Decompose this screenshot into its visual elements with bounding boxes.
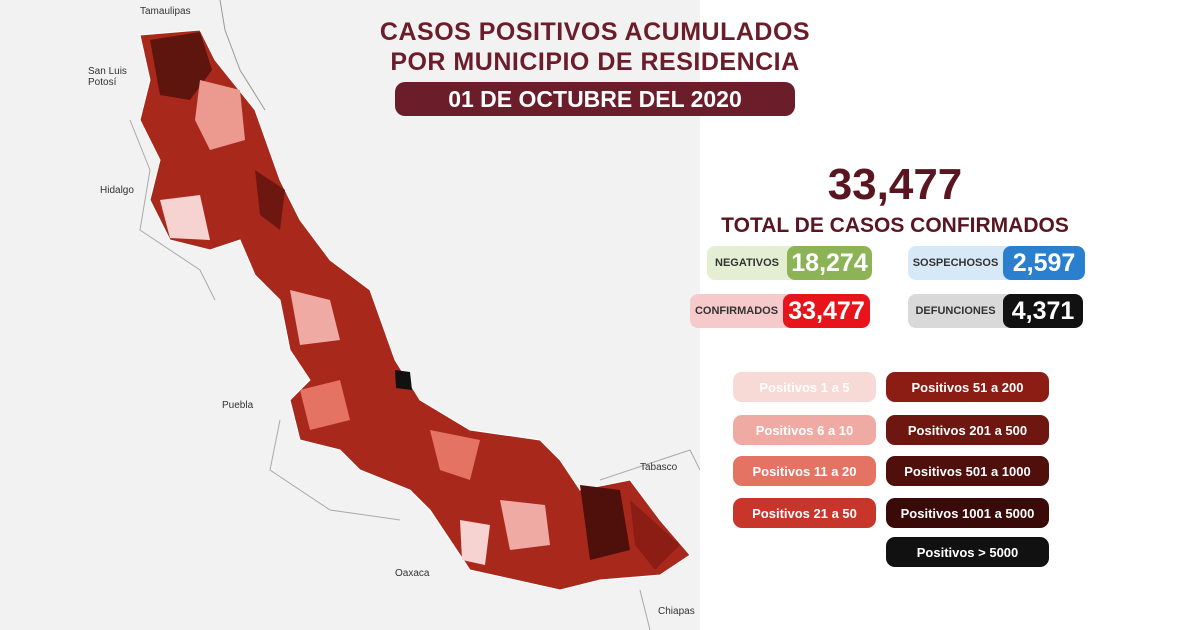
- border-line: [129, 119, 216, 301]
- municipality: [195, 80, 245, 150]
- municipality: [255, 170, 285, 230]
- stat-pill: DEFUNCIONES 4,371: [908, 294, 1083, 328]
- stat-pill: SOSPECHOSOS 2,597: [908, 246, 1085, 280]
- legend-item: Positivos 1001 a 5000: [886, 498, 1049, 528]
- stat-pill: CONFIRMADOS 33,477: [690, 294, 870, 328]
- map-label: Tamaulipas: [140, 6, 191, 17]
- legend-item: Positivos > 5000: [886, 537, 1049, 567]
- municipality: [160, 195, 210, 240]
- stat-pill: NEGATIVOS 18,274: [707, 246, 872, 280]
- legend-item: Positivos 6 a 10: [733, 415, 876, 445]
- legend-item: Positivos 51 a 200: [886, 372, 1049, 402]
- municipality: [300, 380, 350, 430]
- title-line: CASOS POSITIVOS ACUMULADOS: [379, 18, 811, 46]
- legend-item: Positivos 501 a 1000: [886, 456, 1049, 486]
- municipality: [290, 290, 340, 345]
- legend-item: Positivos 201 a 500: [886, 415, 1049, 445]
- map-label: Tabasco: [640, 462, 678, 473]
- stat-label: CONFIRMADOS: [694, 305, 779, 317]
- municipality: [395, 370, 412, 390]
- map-label: Hidalgo: [100, 185, 134, 196]
- date-pill: 01 DE OCTUBRE DEL 2020: [395, 82, 795, 116]
- map-label: Oaxaca: [395, 568, 430, 579]
- stat-label: DEFUNCIONES: [915, 305, 996, 317]
- border-line: [269, 419, 401, 521]
- title-line: POR MUNICIPIO DE RESIDENCIA: [390, 48, 800, 76]
- total-value: 33,477: [827, 160, 963, 209]
- municipality: [630, 500, 680, 570]
- stat-value: 33,477: [783, 294, 870, 328]
- stat-value: 18,274: [787, 246, 872, 280]
- municipality: [580, 485, 630, 560]
- stat-label: NEGATIVOS: [715, 257, 779, 269]
- legend-item: Positivos 11 a 20: [733, 456, 876, 486]
- border-line: [219, 0, 266, 111]
- stat-label: SOSPECHOSOS: [912, 257, 999, 269]
- stat-value: 2,597: [1003, 246, 1085, 280]
- total-label: TOTAL DE CASOS CONFIRMADOS: [721, 214, 1069, 237]
- border-line: [639, 589, 651, 630]
- municipality: [430, 430, 480, 480]
- map-label: Chiapas: [658, 606, 695, 617]
- municipality: [150, 32, 212, 100]
- map-label: San Luis Potosí: [88, 66, 127, 88]
- border-line: [599, 449, 700, 481]
- stat-value: 4,371: [1003, 294, 1083, 328]
- municipality: [500, 500, 550, 550]
- municipality: [460, 520, 490, 565]
- map-label: Puebla: [222, 400, 254, 411]
- legend-item: Positivos 1 a 5: [733, 372, 876, 402]
- legend-item: Positivos 21 a 50: [733, 498, 876, 528]
